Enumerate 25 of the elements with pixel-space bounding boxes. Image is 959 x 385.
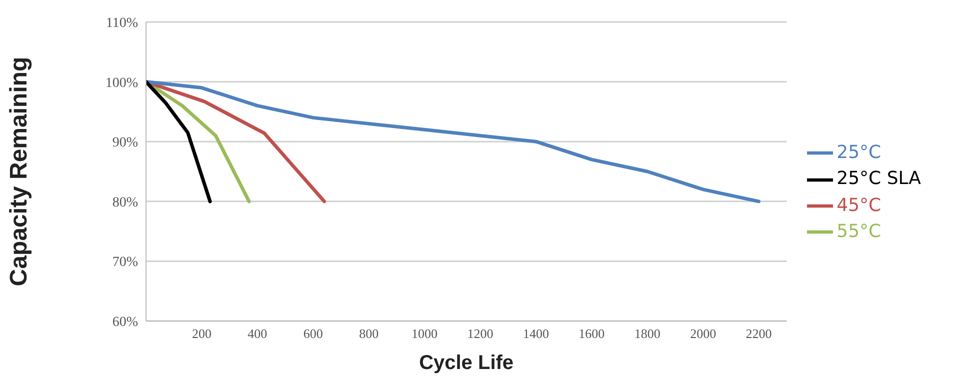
y-tick-label: 100% [105,76,138,91]
y-axis-title: Capacity Remaining [6,56,33,286]
legend-label: 25°C [836,142,882,164]
y-tick-label: 60% [112,314,138,330]
x-tick-label: 1400 [522,326,549,342]
x-tick-label: 2200 [746,326,772,342]
x-tick-label: 1800 [634,326,660,342]
x-axis-title: Cycle Life [419,352,514,374]
y-tick-label: 70% [112,255,138,270]
legend-label: 55°C [836,220,882,242]
line-series [146,80,761,204]
x-tick-label: 1000 [412,326,438,342]
x-tick-label: 600 [303,326,323,342]
x-tick-label: 800 [359,326,379,342]
x-tick-label: 2000 [690,326,716,342]
line-series [146,80,212,204]
legend-label: 45°C [836,194,882,216]
x-tick-label: 1200 [467,326,494,342]
y-tick-label: 90% [112,136,138,151]
x-tick-label: 200 [192,326,212,342]
y-tick-label: 80% [112,195,138,210]
y-tick-label: 110% [106,16,138,31]
legend-label: 25°C SLA [836,168,921,190]
x-tick-label: 400 [248,326,268,342]
x-tick-label: 1600 [578,326,605,342]
